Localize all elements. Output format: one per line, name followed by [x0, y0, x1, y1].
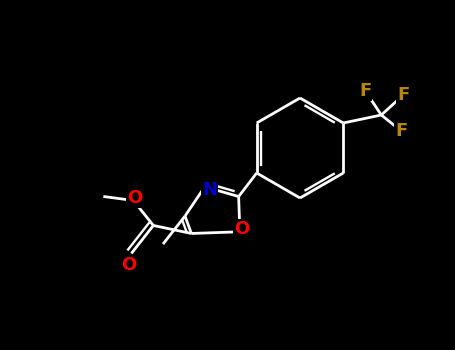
Text: O: O: [127, 189, 142, 208]
Text: O: O: [234, 220, 249, 238]
Text: N: N: [202, 181, 217, 199]
Text: F: F: [395, 122, 407, 140]
Text: O: O: [121, 257, 136, 274]
Text: F: F: [359, 82, 371, 100]
Text: F: F: [397, 86, 410, 104]
